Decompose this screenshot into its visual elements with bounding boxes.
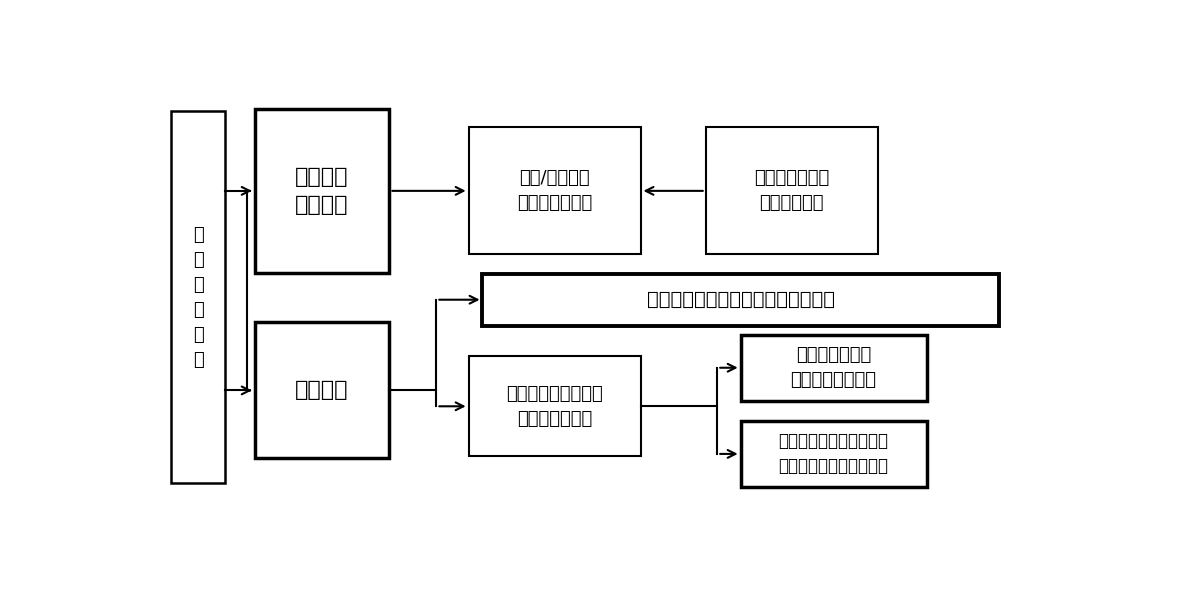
Text: 政府認証: 政府認証 <box>295 380 349 401</box>
FancyBboxPatch shape <box>254 322 390 458</box>
FancyBboxPatch shape <box>482 274 998 326</box>
FancyBboxPatch shape <box>468 127 641 254</box>
FancyBboxPatch shape <box>254 109 390 273</box>
FancyBboxPatch shape <box>172 111 226 484</box>
Text: 認証機関の審査官による立会い試験: 認証機関の審査官による立会い試験 <box>647 290 834 309</box>
FancyBboxPatch shape <box>740 335 926 401</box>
FancyBboxPatch shape <box>706 127 877 254</box>
Text: メーカーが自ら
実施する認証試験: メーカーが自ら 実施する認証試験 <box>791 346 876 389</box>
Text: 認
証
シ
ス
テ
ム: 認 証 シ ス テ ム <box>193 226 204 369</box>
Text: 生産/販売前に
基準適合を確認: 生産/販売前に 基準適合を確認 <box>517 170 592 213</box>
Text: メーカー
自己認証: メーカー 自己認証 <box>295 167 349 215</box>
FancyBboxPatch shape <box>468 356 641 456</box>
Text: 当局が量産車を
抜き取り試験: 当局が量産車を 抜き取り試験 <box>754 170 829 213</box>
Text: 開発試験での有効データ
を認証データとして提出: 開発試験での有効データ を認証データとして提出 <box>779 432 888 475</box>
Text: メーカー自社試験を
審査機関が確認: メーカー自社試験を 審査機関が確認 <box>506 385 602 428</box>
FancyBboxPatch shape <box>740 421 926 487</box>
